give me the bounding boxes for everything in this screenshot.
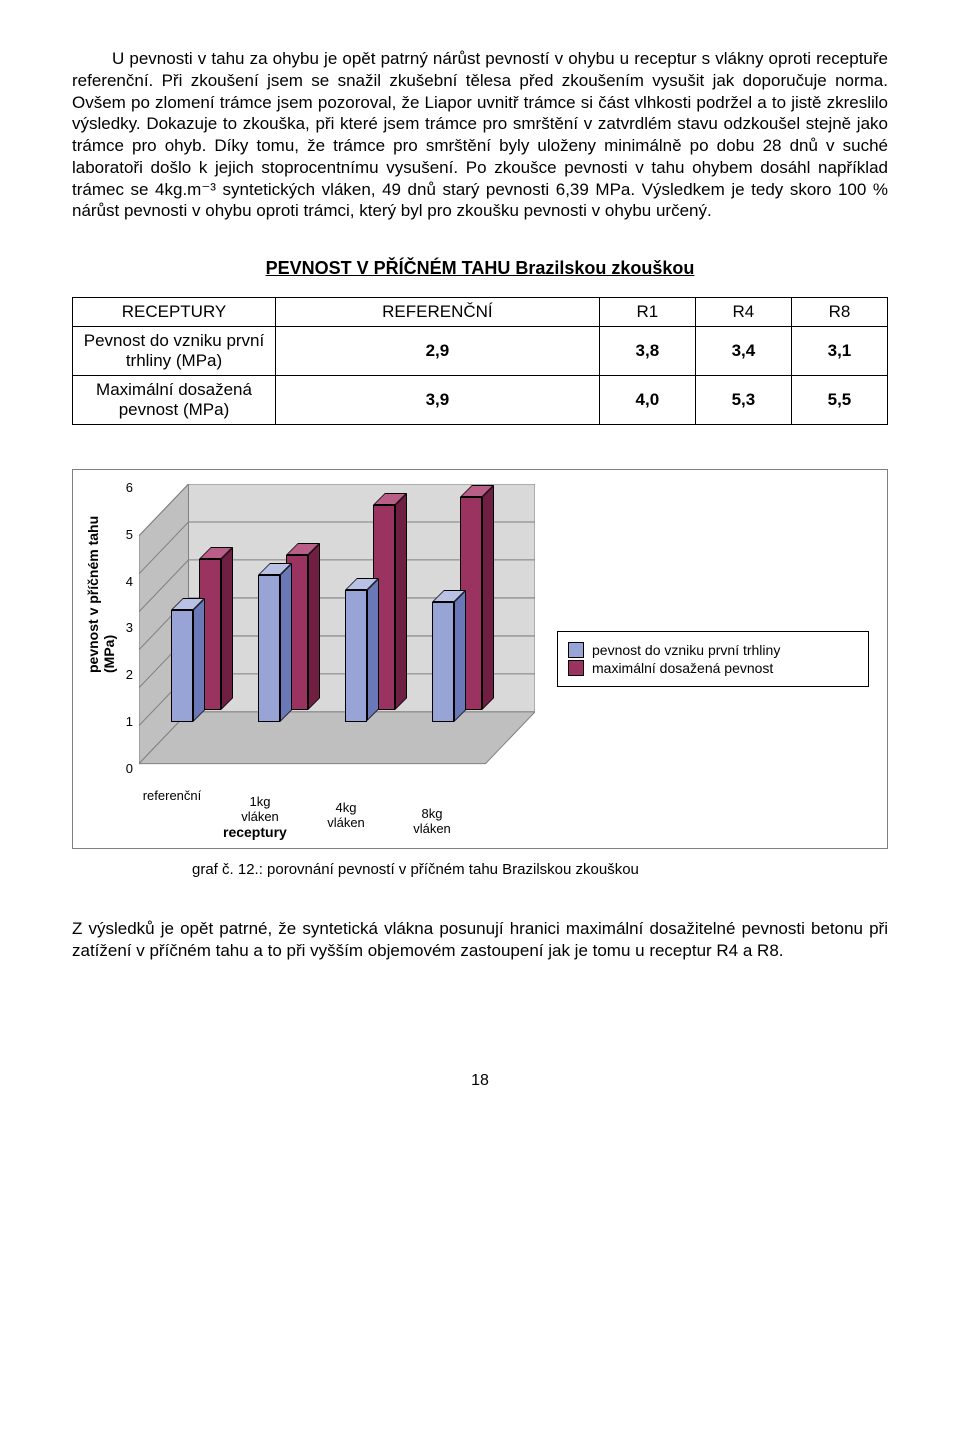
- xtick: referenční: [137, 788, 207, 803]
- table-row: Maximální dosažená pevnost (MPa) 3,9 4,0…: [73, 376, 888, 425]
- table-header: R8: [791, 298, 887, 327]
- table-header: R1: [599, 298, 695, 327]
- xtick-text: 1kgvláken: [241, 794, 279, 824]
- table-cell: 5,3: [695, 376, 791, 425]
- table-cell: 3,8: [599, 327, 695, 376]
- table-cell: 3,1: [791, 327, 887, 376]
- ytick: 5: [115, 527, 133, 542]
- legend-label: maximální dosažená pevnost: [592, 660, 773, 676]
- legend-item: pevnost do vzniku první trhliny: [568, 642, 858, 658]
- table-cell: 3,9: [276, 376, 600, 425]
- table-row: Pevnost do vzniku první trhliny (MPa) 2,…: [73, 327, 888, 376]
- xtick: 8kgvláken: [397, 806, 467, 836]
- ytick: 0: [115, 761, 133, 776]
- table-cell: 3,4: [695, 327, 791, 376]
- bar-group: [171, 484, 231, 774]
- chart-ylabel-text: pevnost v příčném tahu(MPa): [85, 516, 117, 673]
- table-header: R4: [695, 298, 791, 327]
- section-title: PEVNOST V PŘÍČNÉM TAHU Brazilskou zkoušk…: [72, 258, 888, 279]
- chart-xlabel: receptury: [223, 824, 287, 840]
- xtick: 4kgvláken: [311, 800, 381, 830]
- legend-swatch: [568, 660, 584, 676]
- table-cell: 5,5: [791, 376, 887, 425]
- chart-plot: 6 5 4 3 2 1 0: [115, 478, 535, 788]
- results-table: RECEPTURY REFERENČNÍ R1 R4 R8 Pevnost do…: [72, 297, 888, 425]
- xtick-text: 8kgvláken: [413, 806, 451, 836]
- xtick-text: 4kgvláken: [327, 800, 365, 830]
- bar-group: [258, 484, 318, 774]
- table-header: REFERENČNÍ: [276, 298, 600, 327]
- chart-plot3d: [139, 484, 535, 774]
- legend-label: pevnost do vzniku první trhliny: [592, 642, 780, 658]
- ytick: 3: [115, 620, 133, 635]
- chart-ylabel: pevnost v příčném tahu(MPa): [85, 645, 117, 673]
- table-rowhead: Maximální dosažená pevnost (MPa): [73, 376, 276, 425]
- bar: [432, 432, 454, 722]
- ytick: 4: [115, 574, 133, 589]
- legend-swatch: [568, 642, 584, 658]
- bar: [171, 432, 193, 722]
- ytick: 6: [115, 480, 133, 495]
- ytick: 2: [115, 667, 133, 682]
- table-cell: 2,9: [276, 327, 600, 376]
- table-header: RECEPTURY: [73, 298, 276, 327]
- chart-xaxis: referenční 1kgvláken 4kgvláken 8kgvláken…: [115, 788, 535, 840]
- xtick: 1kgvláken: [225, 794, 295, 824]
- chart-yticks: 6 5 4 3 2 1 0: [115, 478, 137, 788]
- bar-group: [345, 484, 405, 774]
- paragraph-intro-text: U pevnosti v tahu za ohybu je opět patrn…: [72, 49, 888, 220]
- chart-frame: pevnost v příčném tahu(MPa) 6 5 4 3 2 1 …: [72, 469, 888, 849]
- table-cell: 4,0: [599, 376, 695, 425]
- chart-caption: graf č. 12.: porovnání pevností v příčné…: [192, 861, 888, 878]
- paragraph-conclusion-text: Z výsledků je opět patrné, že syntetická…: [72, 919, 888, 960]
- bar: [345, 432, 367, 722]
- chart-bars: [139, 484, 535, 774]
- chart-ylabel-wrap: pevnost v příčném tahu(MPa): [87, 478, 115, 840]
- table-header-row: RECEPTURY REFERENČNÍ R1 R4 R8: [73, 298, 888, 327]
- table-rowhead: Pevnost do vzniku první trhliny (MPa): [73, 327, 276, 376]
- paragraph-intro: U pevnosti v tahu za ohybu je opět patrn…: [72, 48, 888, 222]
- chart-legend: pevnost do vzniku první trhliny maximáln…: [557, 631, 869, 687]
- legend-item: maximální dosažená pevnost: [568, 660, 858, 676]
- bar: [258, 432, 280, 722]
- page-number: 18: [72, 1072, 888, 1090]
- paragraph-conclusion: Z výsledků je opět patrné, že syntetická…: [72, 918, 888, 962]
- bar-group: [432, 484, 492, 774]
- ytick: 1: [115, 714, 133, 729]
